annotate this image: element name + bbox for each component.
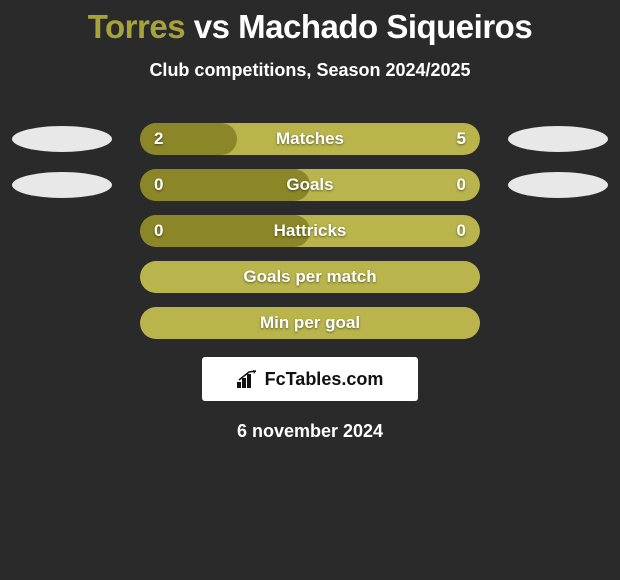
stat-row: Matches 2 5 [0, 123, 620, 155]
chart-icon [237, 370, 259, 388]
badge-placeholder [508, 310, 608, 336]
comparison-widget: Torres vs Machado Siqueiros Club competi… [0, 0, 620, 442]
stat-bar: Goals per match [140, 261, 480, 293]
stat-value-right: 0 [457, 221, 466, 241]
stat-value-right: 0 [457, 175, 466, 195]
stat-row: Hattricks 0 0 [0, 215, 620, 247]
stat-label: Matches [276, 129, 344, 149]
date-text: 6 november 2024 [0, 421, 620, 442]
team-badge-right [508, 172, 608, 198]
badge-placeholder [12, 264, 112, 290]
stat-label: Goals per match [243, 267, 376, 287]
brand-text: FcTables.com [265, 369, 384, 390]
team-badge-right [508, 126, 608, 152]
player2-name: Machado Siqueiros [238, 8, 532, 45]
badge-placeholder [12, 218, 112, 244]
player1-name: Torres [88, 8, 185, 45]
stat-bar: Hattricks 0 0 [140, 215, 480, 247]
stat-row: Goals 0 0 [0, 169, 620, 201]
subtitle: Club competitions, Season 2024/2025 [0, 60, 620, 81]
stat-label: Min per goal [260, 313, 360, 333]
page-title: Torres vs Machado Siqueiros [0, 8, 620, 46]
stat-value-right: 5 [457, 129, 466, 149]
badge-placeholder [12, 310, 112, 336]
stat-row: Min per goal [0, 307, 620, 339]
badge-placeholder [508, 218, 608, 244]
stat-label: Hattricks [274, 221, 347, 241]
badge-placeholder [508, 264, 608, 290]
stat-bar: Matches 2 5 [140, 123, 480, 155]
brand-badge[interactable]: FcTables.com [202, 357, 418, 401]
stat-value-left: 2 [154, 129, 163, 149]
stat-value-left: 0 [154, 175, 163, 195]
stat-value-left: 0 [154, 221, 163, 241]
stats-list: Matches 2 5 Goals 0 0 Hattricks 0 0 Goals per mat… [0, 123, 620, 339]
stat-bar: Min per goal [140, 307, 480, 339]
bar-fill [140, 169, 310, 201]
stat-bar: Goals 0 0 [140, 169, 480, 201]
stat-row: Goals per match [0, 261, 620, 293]
team-badge-left [12, 172, 112, 198]
vs-text: vs [194, 8, 230, 45]
team-badge-left [12, 126, 112, 152]
stat-label: Goals [286, 175, 333, 195]
